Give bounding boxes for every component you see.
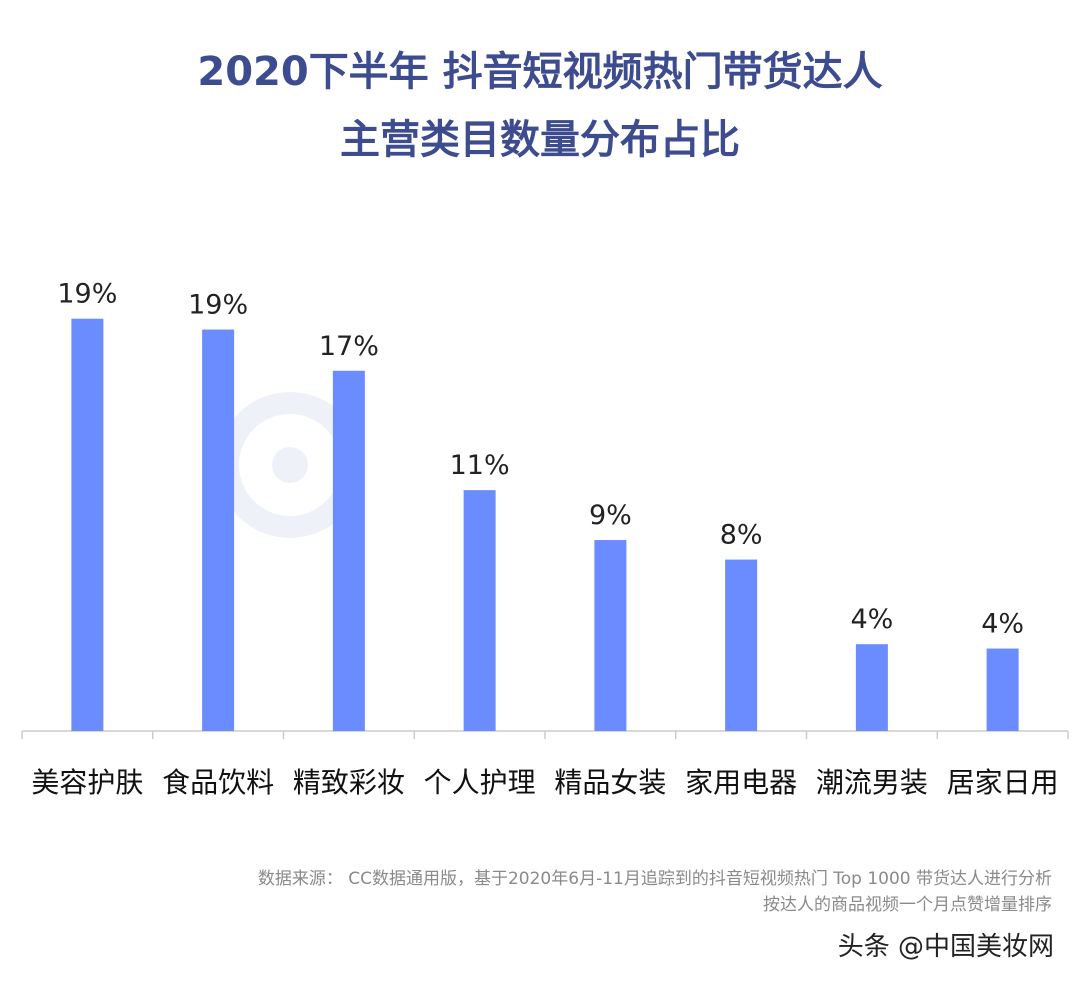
source-note-line1: 数据来源： CC数据通用版，基于2020年6月-11月追踪到的抖音短视频热门 T… [257, 869, 1052, 889]
credit-text: 头条 @中国美妆网 [837, 932, 1054, 962]
data-label: 19% [57, 279, 117, 310]
bar-chart: 19% 美容护肤 19% 食品饮料 17% 精致彩妆 11% 个人护理 9% 精品女装 8% 家用电器… [21, 279, 1069, 799]
category-label: 食品饮料 [162, 766, 274, 799]
bar [855, 644, 888, 731]
chart-title-line2: 主营类目数量分布占比 [340, 117, 740, 163]
data-label: 17% [319, 331, 379, 362]
category-label: 美容护肤 [31, 766, 143, 799]
bar [71, 318, 104, 731]
data-label: 19% [188, 290, 248, 321]
data-label: 11% [450, 450, 510, 481]
bar [463, 490, 496, 731]
source-note: 数据来源： CC数据通用版，基于2020年6月-11月追踪到的抖音短视频热门 T… [12, 866, 1052, 918]
watermark-dot [272, 447, 308, 483]
data-label: 4% [981, 609, 1024, 640]
category-label: 家用电器 [685, 766, 797, 799]
bar [725, 559, 758, 731]
bar [202, 329, 235, 731]
category-label: 潮流男装 [816, 766, 928, 799]
category-label: 个人护理 [424, 766, 536, 799]
category-label: 精品女装 [554, 766, 666, 799]
category-label: 精致彩妆 [293, 766, 405, 799]
data-label: 4% [850, 604, 893, 635]
data-label: 9% [589, 500, 632, 531]
bar [594, 540, 627, 731]
chart-title-line1: 2020下半年 抖音短视频热门带货达人 [197, 49, 883, 95]
data-label: 8% [720, 520, 763, 551]
bar [332, 370, 365, 731]
source-note-line2: 按达人的商品视频一个月点赞增量排序 [763, 895, 1052, 915]
category-label: 居家日用 [947, 766, 1059, 799]
bar [986, 648, 1019, 731]
